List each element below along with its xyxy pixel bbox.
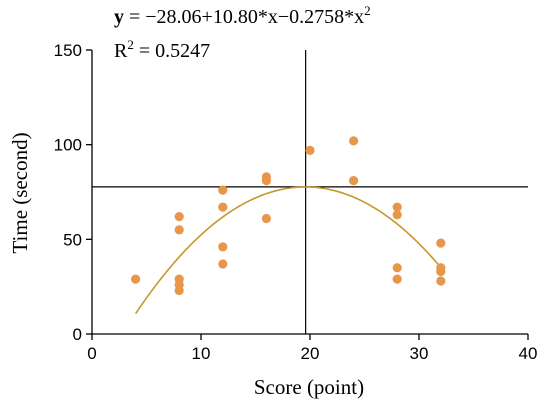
data-point — [349, 136, 359, 146]
r2-exponent: 2 — [127, 37, 134, 52]
fit-curve-group — [134, 186, 442, 315]
x-tick-label: 20 — [301, 344, 320, 363]
x-tick-label: 40 — [519, 344, 538, 363]
fit-curve — [134, 186, 442, 315]
equation-label: y = −28.06+10.80*x−0.2758*x2 — [114, 3, 371, 29]
y-tick-label: 50 — [63, 230, 82, 249]
x-tick-label: 10 — [192, 344, 211, 363]
equation-body: = −28.06+10.80*x−0.2758*x — [124, 6, 365, 28]
axes: 0 50 100 150 0 10 20 30 40 — [54, 41, 538, 363]
equation-exponent: 2 — [364, 3, 371, 18]
data-point — [349, 176, 359, 186]
data-point — [392, 263, 402, 273]
data-point — [218, 259, 228, 269]
r-squared-label: R2 = 0.5247 — [114, 37, 211, 63]
data-point — [392, 202, 402, 212]
data-point — [174, 212, 184, 222]
data-point — [218, 202, 228, 212]
data-point — [218, 185, 228, 195]
data-point — [131, 274, 141, 284]
y-tick-label: 0 — [73, 325, 82, 344]
data-point — [218, 242, 228, 252]
data-points — [131, 136, 446, 296]
r2-prefix: R — [114, 40, 128, 62]
y-axis-title: Time (second) — [8, 132, 32, 253]
x-tick-label: 0 — [87, 344, 96, 363]
equation-y: y — [114, 6, 124, 28]
data-point — [305, 145, 315, 155]
y-tick-label: 100 — [54, 136, 82, 155]
data-point — [174, 225, 184, 235]
data-point — [392, 210, 402, 220]
r2-value: = 0.5247 — [133, 40, 211, 62]
data-point — [436, 266, 446, 277]
data-point — [261, 213, 271, 224]
data-point — [436, 276, 446, 286]
data-point — [261, 176, 271, 186]
data-point — [436, 238, 446, 248]
data-point — [174, 285, 184, 296]
reference-lines — [92, 50, 528, 334]
data-point — [392, 274, 402, 284]
x-tick-label: 30 — [410, 344, 429, 363]
x-axis-title: Score (point) — [254, 375, 364, 399]
y-tick-label: 150 — [54, 41, 82, 60]
